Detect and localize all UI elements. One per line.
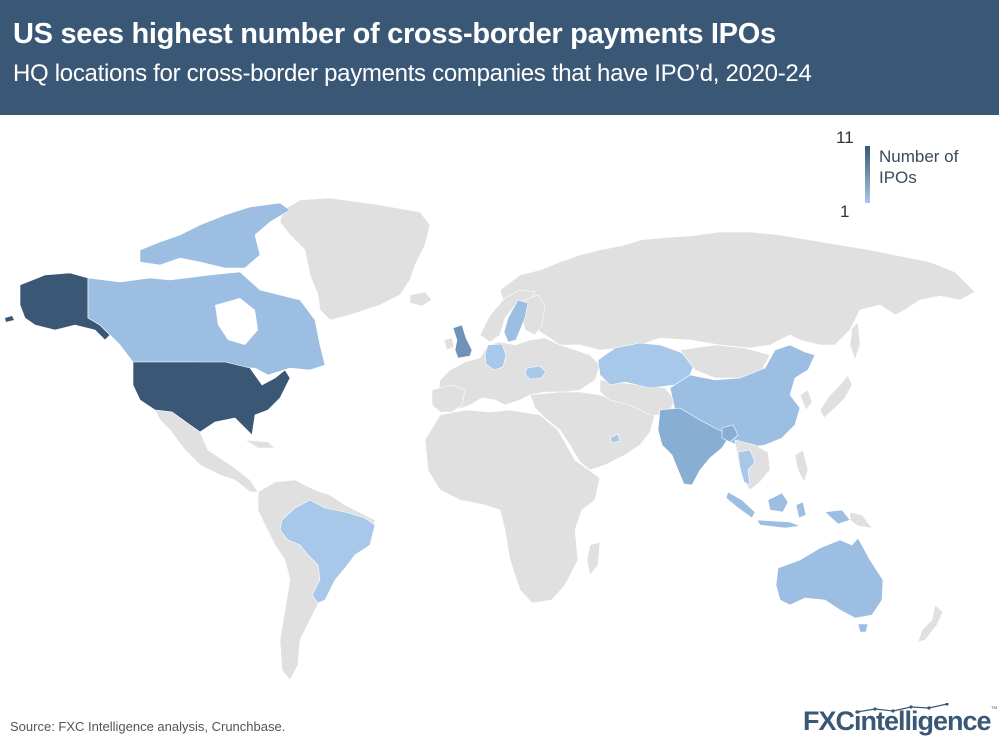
fxc-intelligence-logo: FXCintelligence™ xyxy=(803,706,998,737)
iberia xyxy=(431,384,466,413)
bangladesh xyxy=(721,424,739,443)
iceland xyxy=(409,291,433,307)
australia xyxy=(775,537,884,619)
greenland xyxy=(279,197,431,321)
new-zealand xyxy=(917,604,944,643)
middle-east xyxy=(529,391,656,471)
hudson-bay xyxy=(215,298,258,345)
thailand xyxy=(737,449,756,486)
indonesia-java xyxy=(756,519,802,529)
canada-arctic-islands xyxy=(139,202,291,269)
source-note: Source: FXC Intelligence analysis, Crunc… xyxy=(10,719,286,734)
tasmania xyxy=(857,623,869,633)
chart-subtitle: HQ locations for cross-border payments c… xyxy=(13,60,812,87)
indonesia-sumatra xyxy=(725,491,756,519)
legend-max-value: 11 xyxy=(836,128,854,147)
uae xyxy=(609,433,621,444)
indonesia-papua xyxy=(824,509,851,525)
brazil xyxy=(279,499,376,604)
logo-text: FXCintelligence xyxy=(803,706,992,736)
africa xyxy=(424,409,601,604)
header-banner: US sees highest number of cross-border p… xyxy=(0,0,999,115)
japan xyxy=(819,374,853,419)
india xyxy=(657,407,731,486)
legend-min-value: 1 xyxy=(840,202,850,221)
alaska xyxy=(19,272,111,341)
madagascar xyxy=(586,541,601,576)
sweden xyxy=(503,299,529,343)
legend: 11 Number of IPOs 1 xyxy=(836,128,996,223)
logo-trademark: ™ xyxy=(990,706,998,713)
romania xyxy=(524,365,547,380)
logo-trend-line-icon xyxy=(855,703,949,714)
legend-gradient-bar xyxy=(865,146,870,203)
philippines xyxy=(794,449,809,483)
ireland xyxy=(443,337,455,351)
russia xyxy=(499,231,976,351)
chart-title: US sees highest number of cross-border p… xyxy=(13,18,776,50)
cuba xyxy=(244,439,276,449)
indonesia-sulawesi xyxy=(795,501,807,519)
sakhalin xyxy=(849,321,861,361)
germany xyxy=(484,343,507,371)
canada xyxy=(87,271,326,376)
korea xyxy=(799,389,813,411)
alaska-islands xyxy=(5,316,14,322)
papua-new-guinea xyxy=(849,511,873,529)
legend-label: Number of IPOs xyxy=(879,147,959,187)
world-map xyxy=(5,197,976,681)
united-kingdom xyxy=(452,324,473,359)
indonesia-borneo xyxy=(767,492,789,513)
